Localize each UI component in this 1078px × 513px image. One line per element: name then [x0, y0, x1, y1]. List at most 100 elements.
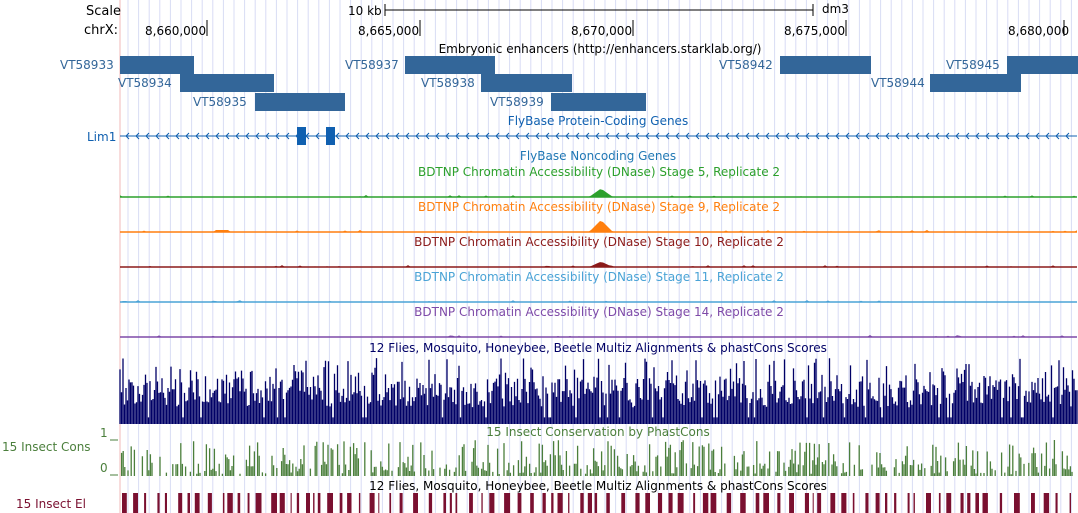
- enhancer-label[interactable]: VT58942: [719, 58, 773, 72]
- strand-arrow: [415, 132, 420, 140]
- strand-arrow: [975, 132, 980, 140]
- conserved-element: [812, 493, 814, 513]
- enhancer-label[interactable]: VT58944: [871, 76, 925, 90]
- strand-arrow: [435, 132, 440, 140]
- conserved-element: [389, 493, 392, 513]
- strand-arrow: [815, 132, 820, 140]
- strand-arrow: [215, 132, 220, 140]
- gene-exon: [297, 127, 306, 145]
- conserved-element: [428, 493, 433, 513]
- dnase-stage9-track-title[interactable]: BDTNP Chromatin Accessibility (DNase) St…: [417, 200, 781, 214]
- enhancer-feature[interactable]: [551, 93, 646, 111]
- conserved-element: [1014, 493, 1020, 513]
- enhancer-label[interactable]: VT58935: [193, 95, 247, 109]
- enhancer-feature[interactable]: [180, 74, 274, 92]
- insect-cons-left-label[interactable]: 15 Insect Cons: [2, 440, 91, 454]
- tick-label: 8,660,000: [145, 24, 207, 38]
- strand-arrow: [315, 132, 320, 140]
- strand-arrow: [455, 132, 460, 140]
- conserved-element: [279, 493, 285, 513]
- conserved-element: [157, 493, 160, 513]
- conserved-element: [621, 493, 626, 513]
- strand-arrow: [695, 132, 700, 140]
- enhancer-feature[interactable]: [1007, 56, 1078, 74]
- conserved-element: [290, 493, 292, 513]
- enhancers-track-title[interactable]: Embryonic enhancers (http://enhancers.st…: [438, 42, 762, 56]
- conserved-element: [222, 493, 225, 513]
- conserved-element: [530, 493, 534, 513]
- strand-arrow: [535, 132, 540, 140]
- enhancer-label[interactable]: VT58945: [946, 58, 1000, 72]
- strand-arrow: [735, 132, 740, 140]
- enhancer-feature[interactable]: [481, 74, 572, 92]
- strand-arrow: [685, 132, 690, 140]
- strand-arrow: [715, 132, 720, 140]
- enhancer-feature[interactable]: [780, 56, 871, 74]
- strand-arrow: [475, 132, 480, 140]
- strand-arrow: [1035, 132, 1040, 140]
- multiz-signal: [119, 358, 1078, 424]
- coding-genes-track-title[interactable]: FlyBase Protein-Coding Genes: [507, 114, 689, 128]
- conserved-element: [926, 493, 931, 513]
- conserved-element: [227, 493, 233, 513]
- strand-arrow: [635, 132, 640, 140]
- strand-arrow: [135, 132, 140, 140]
- conserved-element: [237, 493, 241, 513]
- strand-arrow: [845, 132, 850, 140]
- strand-arrow: [915, 132, 920, 140]
- enhancer-label[interactable]: VT58938: [421, 76, 475, 90]
- strand-arrow: [875, 132, 880, 140]
- conserved-element: [557, 493, 563, 513]
- dnase-stage11-track-title[interactable]: BDTNP Chromatin Accessibility (DNase) St…: [414, 270, 784, 284]
- strand-arrow: [795, 132, 800, 140]
- strand-arrow: [675, 132, 680, 140]
- enhancer-feature[interactable]: [930, 74, 1021, 92]
- enhancer-label[interactable]: VT58933: [60, 58, 114, 72]
- dnase-stage10-track-title[interactable]: BDTNP Chromatin Accessibility (DNase) St…: [414, 235, 784, 249]
- strand-arrow: [335, 132, 340, 140]
- strand-arrow: [355, 132, 360, 140]
- conserved-element: [817, 493, 822, 513]
- conserved-element: [313, 493, 315, 513]
- strand-arrow: [885, 132, 890, 140]
- strand-arrow: [645, 132, 650, 140]
- conserved-element: [504, 493, 511, 513]
- enhancer-feature[interactable]: [120, 56, 194, 74]
- conserved-element: [982, 493, 988, 513]
- enhancer-label[interactable]: VT58934: [118, 76, 172, 90]
- conserved-element: [187, 493, 190, 513]
- strand-arrow: [285, 132, 290, 140]
- insect-el-track-title[interactable]: 12 Flies, Mosquito, Honeybee, Beetle Mul…: [369, 479, 827, 493]
- insect-el-left-label[interactable]: 15 Insect El: [16, 497, 86, 511]
- dnase-stage5-track-title[interactable]: BDTNP Chromatin Accessibility (DNase) St…: [417, 165, 781, 179]
- conserved-element: [606, 493, 610, 513]
- conserved-element: [999, 493, 1003, 513]
- dnase-stage14-track-title[interactable]: BDTNP Chromatin Accessibility (DNase) St…: [414, 305, 784, 319]
- enhancer-feature[interactable]: [405, 56, 495, 74]
- conserved-element: [413, 493, 418, 513]
- conserved-element: [339, 493, 343, 513]
- strand-arrow: [765, 132, 770, 140]
- conserved-element: [763, 493, 769, 513]
- enhancer-label[interactable]: VT58939: [490, 95, 544, 109]
- enhancer-feature[interactable]: [255, 93, 345, 111]
- strand-arrow: [345, 132, 350, 140]
- enhancer-label[interactable]: VT58937: [345, 58, 399, 72]
- conserved-element: [469, 493, 473, 513]
- gene-label[interactable]: Lim1: [87, 130, 117, 144]
- conserved-element: [580, 493, 584, 513]
- strand-arrow: [195, 132, 200, 140]
- conserved-element: [960, 493, 964, 513]
- strand-arrow: [165, 132, 170, 140]
- multiz-track-title[interactable]: 12 Flies, Mosquito, Honeybee, Beetle Mul…: [369, 341, 827, 355]
- strand-arrow: [925, 132, 930, 140]
- conserved-element: [907, 493, 910, 513]
- strand-arrow: [985, 132, 990, 140]
- dnase-signal: [120, 221, 1077, 232]
- insect-cons-track-title[interactable]: 15 Insect Conservation by PhastCons: [486, 425, 710, 439]
- strand-arrow: [205, 132, 210, 140]
- noncoding-genes-track-title[interactable]: FlyBase Noncoding Genes: [519, 149, 677, 163]
- conserved-element: [247, 493, 250, 513]
- strand-arrow: [515, 132, 520, 140]
